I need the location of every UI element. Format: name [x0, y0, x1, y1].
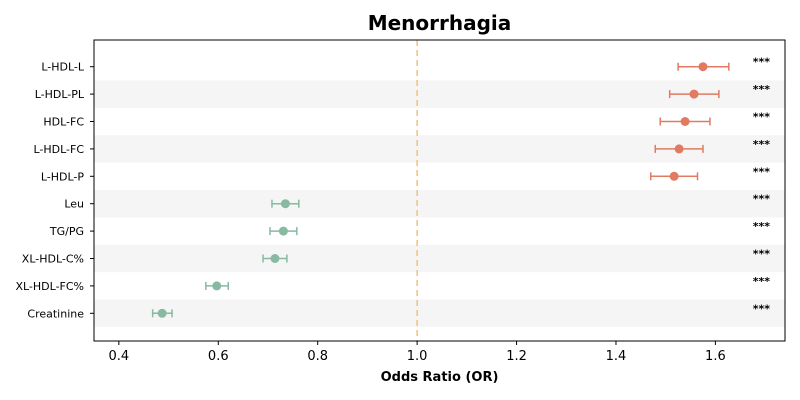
y-tick-label: L-HDL-FC — [33, 143, 84, 156]
x-axis-label: Odds Ratio (OR) — [381, 370, 499, 385]
y-tick-label: L-HDL-P — [41, 170, 85, 183]
or-point — [270, 254, 280, 263]
significance-label: *** — [753, 111, 771, 124]
x-tick-label: 0.8 — [307, 349, 328, 364]
or-point — [674, 144, 684, 154]
y-tick-labels: L-HDL-L L-HDL-PL HDL-FC L-HDL-FC L-HDL-P Leu T… — [15, 61, 94, 320]
x-tick-label: 1.4 — [606, 349, 627, 364]
significance-label: *** — [753, 302, 771, 315]
row-band — [94, 190, 785, 218]
row-band — [94, 244, 785, 273]
x-ticks: 0.4 0.6 0.8 1.0 1.2 1.4 1.6 — [109, 341, 726, 364]
x-tick-label: 1.2 — [506, 349, 527, 364]
x-tick-label: 0.4 — [109, 349, 130, 364]
significance-label: *** — [753, 138, 771, 151]
y-tick-label: L-HDL-PL — [35, 88, 85, 101]
significance-label: *** — [753, 56, 771, 69]
y-tick-label: Creatinine — [27, 307, 84, 320]
or-point — [698, 62, 708, 72]
y-tick-label: XL-HDL-C% — [22, 253, 84, 266]
y-tick-label: Leu — [64, 198, 84, 211]
significance-label: *** — [753, 165, 771, 178]
significance-label: *** — [753, 193, 771, 206]
y-tick-label: TG/PG — [49, 225, 84, 238]
or-point — [680, 117, 690, 126]
chart-title: Menorrhagia — [368, 11, 512, 35]
plot-frame — [93, 39, 786, 342]
y-tick-label: L-HDL-L — [41, 61, 85, 74]
significance-label: *** — [753, 275, 771, 288]
y-tick-label: HDL-FC — [43, 116, 84, 129]
row-band — [94, 299, 785, 327]
row-bands — [94, 80, 785, 327]
significance-label: *** — [753, 248, 771, 261]
significance-labels: *** *** *** *** *** *** *** *** *** *** — [753, 56, 771, 316]
or-point — [157, 308, 167, 318]
or-point — [689, 89, 699, 99]
x-tick-label: 1.0 — [407, 349, 428, 364]
or-point — [280, 199, 290, 209]
x-tick-label: 0.6 — [208, 349, 229, 364]
significance-label: *** — [753, 220, 771, 233]
or-point — [212, 281, 222, 291]
or-point — [278, 226, 288, 236]
or-points — [157, 62, 708, 318]
y-tick-label: XL-HDL-FC% — [15, 280, 84, 293]
significance-label: *** — [753, 83, 771, 96]
x-tick-label: 1.6 — [705, 349, 726, 364]
or-point — [669, 171, 679, 181]
